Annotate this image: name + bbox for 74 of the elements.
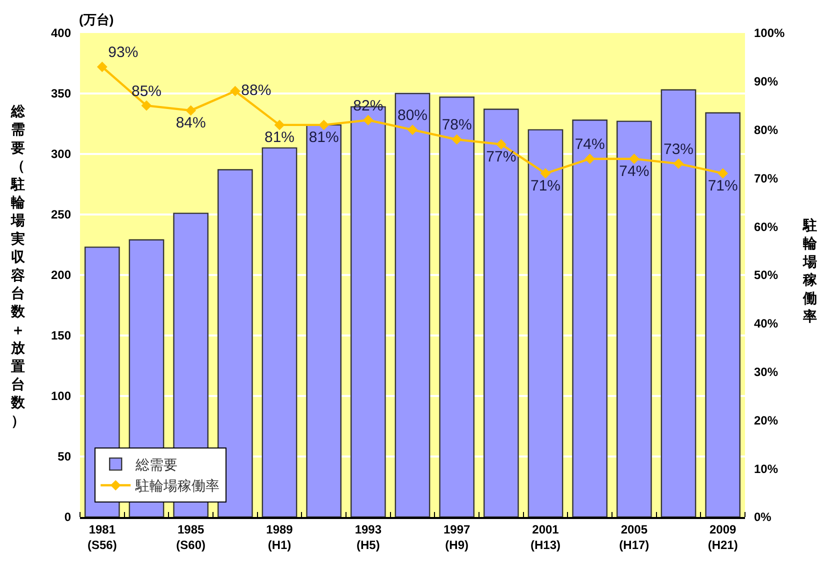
- point: [96, 62, 108, 72]
- legend-label: 駐輪場稼働率: [134, 478, 220, 494]
- y-tick-label: 50: [58, 450, 72, 464]
- x-tick-label: 1993 (H5): [354, 522, 382, 552]
- data-label: 73%: [663, 140, 694, 158]
- point: [318, 120, 330, 130]
- y2-tick-label: 0%: [754, 510, 772, 524]
- x-tick-label: 2009 (H21): [708, 522, 738, 552]
- text: 総需要（駐輪場実収容台数＋放置台数）: [11, 103, 25, 428]
- data-label: 78%: [442, 116, 472, 134]
- y-tick-label: 150: [50, 328, 72, 343]
- y2-tick-label: 100%: [754, 26, 786, 40]
- y2-tick-label: 60%: [754, 220, 778, 234]
- y-tick-label: 350: [50, 86, 72, 101]
- y-tick-label: 300: [50, 147, 72, 162]
- point: [584, 154, 596, 164]
- legend-label: 総需要: [134, 456, 178, 473]
- data-label: 74%: [574, 136, 605, 154]
- y-tick-label: 200: [50, 268, 72, 282]
- y2-tick-label: 20%: [754, 413, 778, 428]
- point: [274, 120, 285, 130]
- y2-tick-label: 40%: [754, 316, 778, 331]
- point: [718, 168, 728, 179]
- bar: [218, 169, 253, 517]
- text: (万台): [79, 12, 114, 27]
- bar: [394, 92, 430, 517]
- point: [496, 139, 506, 150]
- data-label: 93%: [108, 44, 138, 62]
- point: [407, 124, 418, 135]
- bar: [705, 112, 740, 517]
- y2-tick-label: 80%: [754, 123, 778, 137]
- y2-tick-label: 90%: [754, 74, 778, 89]
- data-label: 85%: [131, 82, 162, 100]
- point: [230, 86, 240, 96]
- data-label: 88%: [241, 82, 272, 99]
- point: [540, 168, 551, 179]
- bar: [528, 129, 564, 517]
- data-label: 77%: [486, 148, 516, 166]
- bar: [484, 108, 519, 517]
- data-label: 74%: [619, 163, 650, 180]
- bar: [616, 120, 652, 517]
- y-tick-label: 0: [64, 510, 72, 524]
- y-tick-label: 250: [50, 208, 72, 222]
- data-label: 71%: [708, 178, 738, 195]
- y2-tick-label: 30%: [754, 365, 778, 379]
- y2-tick-label: 70%: [754, 171, 778, 186]
- y-tick-label: 400: [50, 26, 72, 40]
- data-label: 81%: [308, 129, 339, 146]
- data-label: 84%: [176, 114, 206, 132]
- bar: [262, 147, 298, 517]
- x-tick-label: 2001 (H13): [530, 522, 561, 552]
- data-label: 80%: [397, 107, 428, 124]
- bar: [439, 96, 474, 517]
- y2-tick-label: 50%: [754, 268, 778, 282]
- y-tick-label: 100: [50, 389, 72, 404]
- bar: [572, 120, 608, 517]
- point: [362, 114, 374, 126]
- x-tick-label: 1989 (H1): [266, 522, 294, 552]
- x-tick-label: 1985 (S60): [176, 522, 206, 552]
- point: [628, 154, 640, 164]
- data-label: 81%: [264, 129, 295, 146]
- x-tick-label: 2005 (H17): [619, 522, 650, 552]
- bar: [306, 124, 342, 517]
- point: [141, 100, 152, 111]
- point: [673, 158, 684, 169]
- y2-tick-label: 10%: [754, 462, 778, 476]
- point: [452, 134, 462, 145]
- data-label: 71%: [530, 178, 561, 195]
- x-tick-label: 1981 (S56): [88, 522, 117, 552]
- data-label: 82%: [353, 97, 384, 114]
- bar: [660, 89, 696, 517]
- x-tick-label: 1997 (H9): [443, 522, 470, 552]
- point: [186, 105, 196, 116]
- y2-axis-title: 駐輪場稼働率: [802, 217, 818, 324]
